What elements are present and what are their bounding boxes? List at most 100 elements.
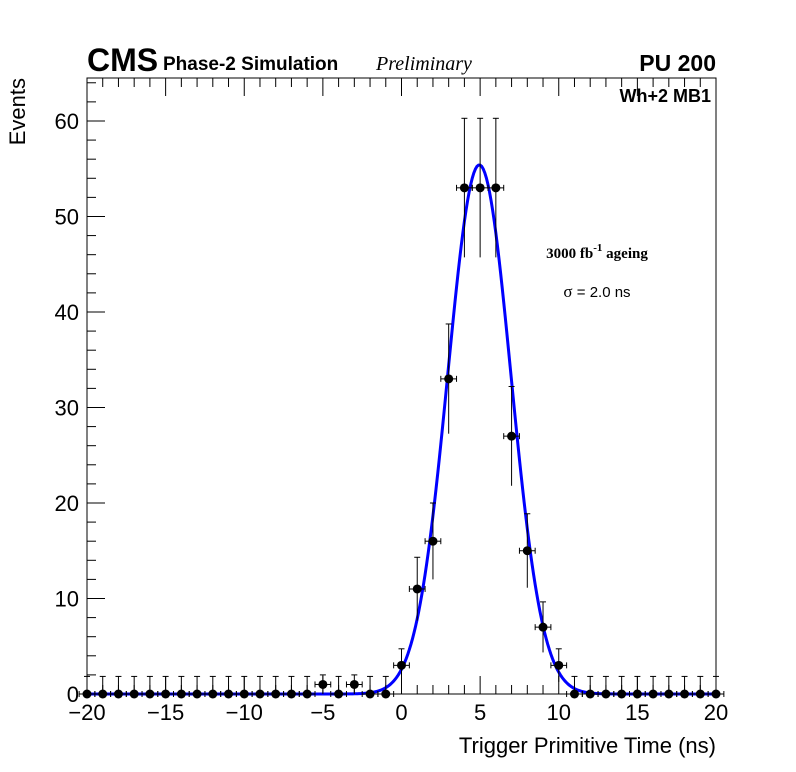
data-point (691, 675, 709, 699)
ageing-prefix: 3000 fb (546, 246, 593, 262)
plot-frame (86, 77, 717, 695)
point-marker (585, 689, 595, 699)
data-point (581, 675, 599, 699)
data-point (330, 675, 347, 699)
data-point (393, 648, 410, 682)
data-point (78, 675, 96, 699)
data-point (597, 675, 615, 699)
point-marker (648, 689, 658, 699)
point-marker (208, 689, 218, 699)
y-tick-label: 40 (55, 300, 79, 325)
point-marker (444, 374, 454, 384)
data-point (566, 675, 583, 699)
point-marker (680, 689, 690, 699)
pileup-label: PU 200 (639, 50, 716, 76)
data-point (424, 502, 442, 580)
y-axis-title: Events (5, 78, 30, 145)
data-point (361, 675, 379, 699)
ageing-suffix: ageing (602, 246, 648, 262)
data-point (534, 601, 552, 653)
point-marker (365, 689, 375, 699)
data-point (456, 117, 473, 258)
point-marker (113, 689, 123, 699)
status-label: Preliminary (375, 53, 472, 75)
data-point (157, 675, 174, 699)
x-tick-label: 20 (704, 700, 728, 725)
data-point (377, 675, 395, 699)
x-tick-label: 0 (395, 700, 407, 725)
point-marker (569, 689, 579, 699)
sigma-label: σ = 2.0 ns (563, 282, 630, 301)
point-marker (334, 689, 344, 699)
axis-tick-labels: −20 −15 −10 −5 0 5 10 15 20 0 10 20 30 40 50 60 (55, 109, 729, 725)
point-marker (507, 431, 517, 441)
point-marker (286, 689, 296, 699)
point-marker (428, 536, 438, 546)
point-marker (255, 689, 265, 699)
data-point (298, 675, 316, 699)
point-marker (98, 689, 108, 699)
point-marker (601, 689, 611, 699)
data-point (188, 675, 206, 699)
x-axis-title: Trigger Primitive Time (ns) (459, 733, 716, 758)
point-marker (475, 183, 485, 193)
sigma-value: = 2.0 ns (573, 284, 631, 301)
y-tick-label: 10 (55, 586, 79, 611)
data-point (345, 674, 363, 694)
point-marker (397, 660, 406, 670)
data-point (707, 675, 725, 699)
point-marker (412, 584, 422, 594)
data-point (440, 323, 458, 434)
point-marker (176, 689, 186, 699)
data-point (267, 675, 285, 699)
x-tick-label: 10 (547, 700, 571, 725)
point-marker (192, 689, 202, 699)
simulation-label: Phase-2 Simulation (163, 54, 338, 75)
x-tick-label: 15 (625, 700, 649, 725)
data-point (644, 675, 662, 699)
axis-ticks (86, 78, 717, 695)
point-marker (318, 679, 328, 689)
point-marker (239, 689, 249, 699)
ageing-label: 3000 fb-1 ageing (546, 242, 648, 262)
data-point (314, 674, 332, 694)
point-marker (459, 183, 469, 193)
x-tick-label: −5 (310, 700, 335, 725)
point-marker (302, 689, 312, 699)
x-tick-label: 5 (474, 700, 486, 725)
sigma-symbol: σ (563, 282, 572, 301)
point-marker (538, 622, 548, 632)
point-marker (145, 689, 155, 699)
data-point (283, 675, 300, 699)
point-marker (349, 679, 359, 689)
y-tick-label: 0 (67, 682, 79, 707)
point-marker (664, 689, 674, 699)
experiment-label: CMS (87, 42, 158, 78)
point-marker (617, 689, 627, 699)
data-point (550, 648, 568, 682)
point-marker (491, 183, 501, 193)
data-point (408, 556, 426, 621)
point-marker (711, 689, 721, 699)
point-marker (224, 689, 234, 699)
points-layer (78, 117, 725, 699)
data-point (471, 117, 489, 258)
x-tick-label: −10 (226, 700, 263, 725)
y-tick-label: 30 (55, 395, 79, 420)
data-point (660, 675, 678, 699)
data-point (503, 386, 520, 486)
category-label: Wh+2 MB1 (619, 86, 711, 106)
point-marker (381, 689, 391, 699)
y-tick-label: 50 (55, 204, 79, 229)
point-marker (161, 689, 171, 699)
point-marker (82, 689, 92, 699)
fit-curve (87, 163, 716, 696)
y-tick-label: 60 (55, 109, 79, 134)
point-marker (129, 689, 139, 699)
fit-layer (87, 163, 716, 696)
point-marker (632, 689, 642, 699)
x-tick-label: −15 (147, 700, 184, 725)
point-marker (271, 689, 281, 699)
point-marker (522, 546, 532, 556)
